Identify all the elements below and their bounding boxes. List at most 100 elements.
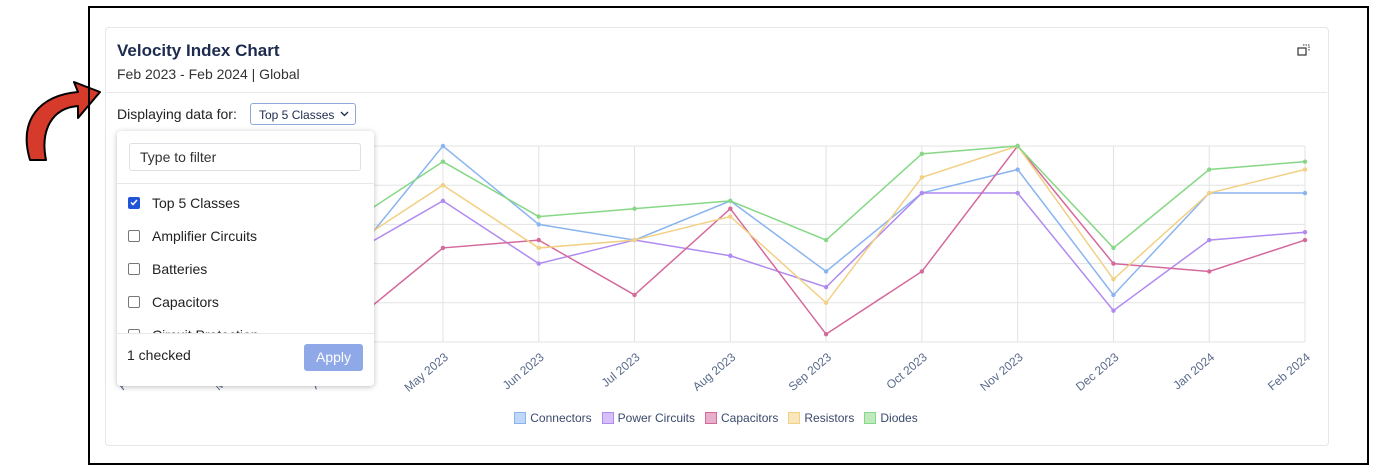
legend-label: Diodes: [880, 411, 918, 425]
point: [728, 214, 733, 219]
option[interactable]: Top 5 Classes: [117, 186, 374, 219]
checkbox[interactable]: [128, 328, 140, 333]
point: [728, 253, 733, 258]
point: [1015, 190, 1020, 196]
legend-swatch: [601, 412, 614, 424]
point: [1302, 167, 1308, 172]
point: [536, 214, 541, 219]
card-subtitle: Feb 2023 - Feb 2024 | Global: [117, 66, 300, 82]
expand-icon[interactable]: [1297, 43, 1311, 57]
point: [1207, 237, 1212, 243]
filter-value: Top 5 Classes: [259, 108, 335, 122]
point: [919, 175, 925, 180]
point: [536, 237, 541, 243]
option-list: Top 5 Classes Amplifier Circuits Batteries…: [117, 186, 374, 333]
point: [728, 198, 733, 204]
checkbox[interactable]: [128, 229, 140, 242]
filter-label: Displaying data for:: [117, 106, 237, 122]
legend-label: Capacitors: [721, 411, 779, 425]
frame: [88, 6, 1369, 465]
option-label: Capacitors: [152, 293, 219, 310]
option-label: Top 5 Classes: [152, 194, 240, 211]
legend-item[interactable]: Capacitors: [705, 411, 778, 425]
checkbox[interactable]: [128, 196, 140, 209]
card: [105, 27, 1329, 446]
point: [1302, 237, 1308, 243]
point: [1207, 190, 1212, 196]
legend-item[interactable]: Diodes: [864, 411, 918, 425]
point: [823, 269, 829, 274]
point: [1302, 159, 1308, 164]
option[interactable]: Capacitors: [117, 285, 374, 318]
x-tick-label: Nov 2023: [977, 350, 1026, 394]
point: [1302, 230, 1308, 235]
point: [632, 237, 637, 243]
point: [632, 292, 637, 298]
point: [1111, 277, 1116, 282]
point: [1015, 143, 1020, 149]
card-title: Velocity Index Chart: [117, 41, 280, 60]
point: [823, 300, 829, 305]
option[interactable]: Amplifier Circuits: [117, 219, 374, 252]
arrow-annotation: [25, 81, 101, 161]
point: [536, 245, 541, 251]
point: [919, 269, 925, 274]
point: [440, 183, 446, 188]
point: [823, 284, 829, 290]
legend-swatch: [705, 412, 717, 424]
apply-button[interactable]: Apply: [304, 344, 363, 371]
point: [823, 331, 829, 337]
legend-item[interactable]: Resistors: [788, 411, 854, 425]
point: [440, 245, 446, 251]
point: [440, 159, 446, 164]
option-label: Circuit Protection: [152, 327, 259, 334]
legend-label: Connectors: [530, 411, 592, 425]
point: [728, 206, 733, 211]
x-tick-label: Dec 2023: [1073, 350, 1122, 394]
option[interactable]: Batteries: [117, 252, 374, 285]
point: [823, 237, 829, 243]
legend: Connectors Power Circuits Capacitors Resist…: [105, 411, 1327, 425]
point: [1207, 167, 1212, 172]
point: [1207, 269, 1212, 274]
checkbox[interactable]: [128, 262, 140, 275]
x-tick-label: Aug 2023: [690, 350, 739, 394]
filter-button[interactable]: Top 5 Classes: [250, 103, 356, 125]
divider: [106, 92, 1327, 93]
checkbox[interactable]: [128, 295, 140, 308]
dropdown: Top 5 Classes Amplifier Circuits Batteries…: [117, 131, 374, 386]
point: [632, 206, 637, 211]
legend-swatch: [788, 412, 801, 424]
divider: [117, 183, 374, 184]
point: [1015, 167, 1020, 172]
point: [919, 190, 925, 196]
point: [1111, 261, 1116, 266]
x-tick-label: Jun 2023: [500, 350, 547, 393]
x-tick-label: Jan 2024: [1170, 350, 1217, 393]
option[interactable]: Circuit Protection: [117, 318, 374, 333]
point: [1111, 245, 1116, 251]
x-tick-label: Jul 2023: [599, 350, 643, 390]
option-label: Batteries: [152, 260, 208, 277]
point: [440, 198, 446, 204]
x-tick-label: Feb 2024: [1265, 350, 1313, 394]
legend-item[interactable]: Connectors: [514, 411, 592, 425]
point: [1111, 308, 1116, 313]
checked-count: 1 checked: [127, 347, 191, 363]
legend-swatch: [514, 412, 527, 424]
point: [1302, 190, 1308, 196]
point: [536, 222, 541, 227]
filter-input[interactable]: [129, 143, 361, 171]
option-label: Amplifier Circuits: [152, 227, 258, 244]
legend-item[interactable]: Power Circuits: [601, 411, 695, 425]
point: [1111, 292, 1116, 298]
point: [919, 151, 925, 157]
divider: [117, 333, 374, 334]
point: [440, 143, 446, 149]
x-tick-label: May 2023: [402, 350, 452, 395]
point: [536, 261, 541, 266]
legend-label: Power Circuits: [617, 411, 695, 425]
legend-swatch: [864, 412, 877, 424]
legend-label: Resistors: [804, 411, 855, 425]
